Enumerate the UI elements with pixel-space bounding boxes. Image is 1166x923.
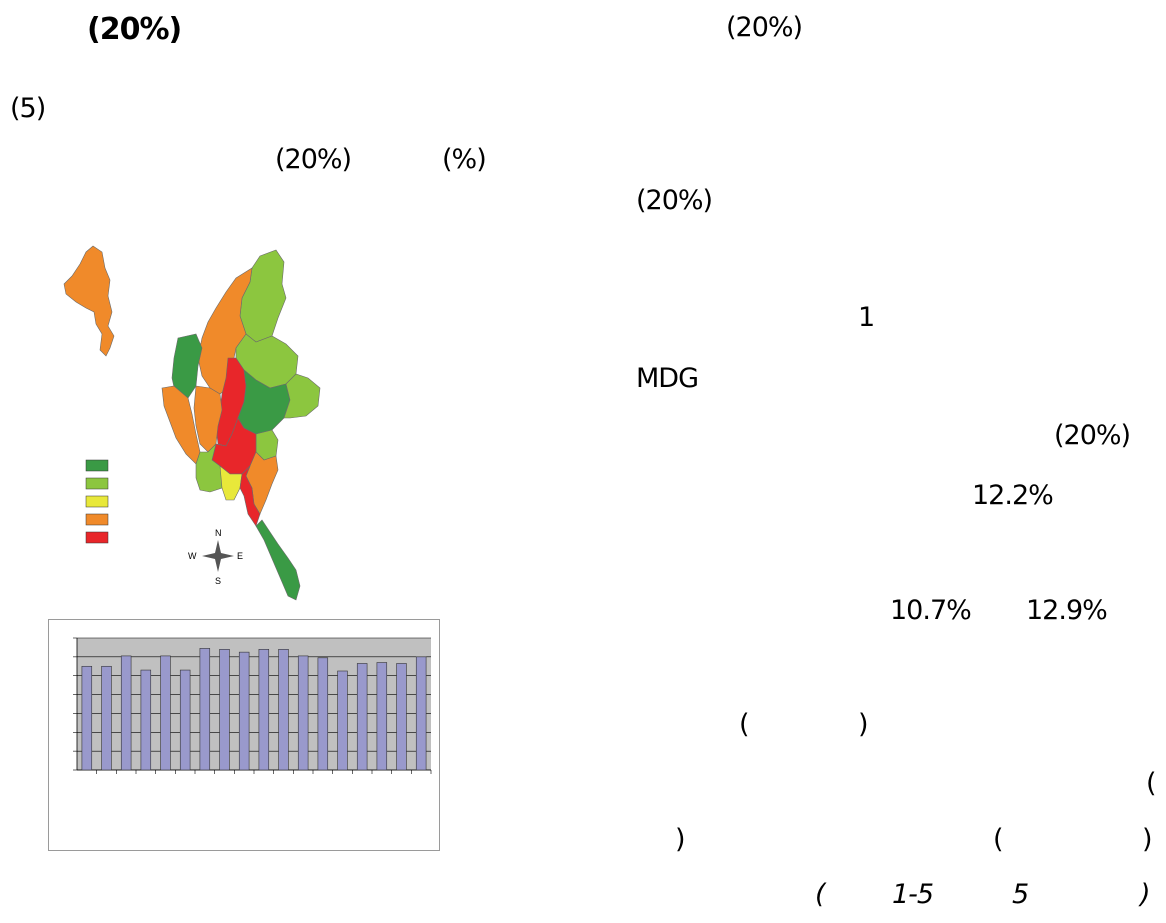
left-percent-sign: (%) [442, 144, 487, 175]
chart-plot-area [77, 638, 431, 770]
chart-bar-12 [297, 655, 309, 771]
chart-bar-8 [219, 649, 230, 771]
value-12-2: 12.2% [972, 480, 1054, 511]
top-right-percent: (20%) [726, 12, 803, 43]
map-region-north [239, 249, 287, 343]
compass-needle [202, 540, 234, 572]
paren-close-1: ) [858, 709, 869, 740]
chart-bar-11 [278, 649, 289, 771]
chart-bar-14 [337, 670, 348, 771]
region-map: N S E W [63, 245, 321, 601]
chart-bar-3 [120, 655, 132, 771]
chart-bar-18 [415, 656, 427, 771]
bar-chart [73, 637, 432, 774]
legend-swatch-5 [85, 531, 109, 544]
right-percent-2: (20%) [1054, 420, 1131, 451]
chart-bar-15 [356, 663, 368, 771]
map-region-east-3 [283, 373, 321, 419]
caption-five: 5 [1012, 879, 1029, 910]
chart-bar-9 [238, 651, 250, 771]
map-region-south-5 [255, 519, 301, 601]
right-percent-1: (20%) [636, 185, 713, 216]
map-region-west-2 [161, 385, 201, 465]
legend-swatch-2 [85, 477, 109, 490]
map-legend [85, 459, 109, 544]
value-12-9: 12.9% [1026, 595, 1108, 626]
paren-open-1: ( [739, 709, 750, 740]
left-percent: (20%) [275, 144, 352, 175]
paragraph-number: (5) [10, 93, 46, 124]
paren-close-2: ) [675, 824, 686, 855]
compass-w: W [188, 551, 197, 561]
map-region-south-4 [239, 465, 261, 527]
chart-bar-16 [376, 662, 388, 771]
paren-close-3: ) [1142, 824, 1153, 855]
chart-bar-13 [317, 657, 329, 771]
chart-bar-7 [199, 648, 211, 771]
legend-swatch-3 [85, 495, 109, 508]
chart-bar-6 [179, 669, 191, 771]
map-region-south-2 [219, 465, 243, 501]
compass-e: E [237, 551, 243, 561]
map-region-west-1 [171, 333, 203, 399]
compass-rose: N S E W [188, 528, 243, 586]
compass-n: N [215, 528, 222, 538]
mdg-label: MDG [636, 363, 699, 394]
caption-range: 1-5 [892, 879, 934, 910]
legend-swatch-1 [85, 459, 109, 472]
value-10-7: 10.7% [890, 595, 972, 626]
paren-open-3: ( [993, 824, 1004, 855]
heading-percent: (20%) [87, 12, 182, 47]
inset-country-shape [63, 245, 115, 357]
chart-bar-1 [81, 665, 93, 771]
chart-bar-4 [140, 669, 152, 771]
footnote-one: 1 [858, 302, 875, 333]
bar-chart-frame [48, 619, 440, 851]
chart-bar-17 [396, 663, 407, 771]
paren-open-2: ( [1146, 768, 1157, 799]
caption-close: ) [1140, 879, 1151, 910]
chart-bar-10 [258, 649, 270, 771]
compass-s: S [215, 576, 221, 586]
chart-bar-5 [160, 655, 171, 771]
legend-swatch-4 [85, 513, 109, 526]
caption-open: ( [815, 879, 826, 910]
chart-bar-2 [101, 665, 112, 771]
